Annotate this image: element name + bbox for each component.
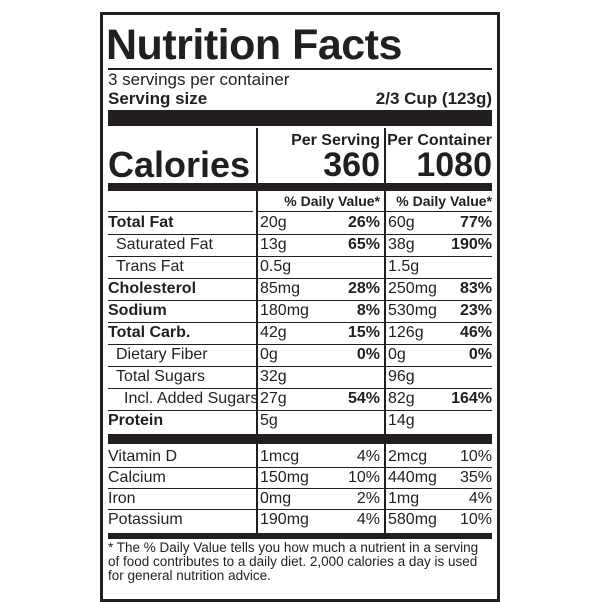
container-amount: 0g	[388, 346, 406, 363]
nutrition-label: Nutrition Facts 3 servings per container S…	[100, 12, 500, 602]
serving-size-value: 2/3 Cup (123g)	[375, 88, 492, 108]
container-dv: 4%	[468, 490, 492, 507]
nutrient-name: Total Carb.	[108, 324, 191, 341]
container-amount: 2mcg	[388, 448, 428, 465]
serving-size-label: Serving size	[108, 88, 208, 108]
rule	[108, 467, 492, 468]
container-dv: 164%	[451, 390, 492, 407]
nutrient-name: Iron	[108, 490, 136, 507]
container-dv: 77%	[459, 214, 492, 231]
serving-amount: 1mcg	[260, 448, 300, 465]
serving-dv: 10%	[347, 469, 380, 486]
serving-amount: 180mg	[260, 302, 309, 319]
nutrient-name: Protein	[108, 412, 164, 429]
column-divider	[256, 128, 258, 533]
container-amount: 1.5g	[388, 258, 420, 275]
serving-amount: 32g	[260, 368, 287, 385]
serving-amount: 27g	[260, 390, 287, 407]
container-amount: 1mg	[388, 490, 420, 507]
nutrient-name: Dietary Fiber	[116, 346, 208, 363]
container-dv: 0%	[468, 346, 492, 363]
rule	[108, 256, 492, 257]
serving-amount: 85mg	[260, 280, 301, 297]
rule	[108, 344, 492, 345]
nutrient-name: Vitamin D	[108, 448, 178, 465]
calories-serving: 360	[323, 146, 380, 184]
serving-dv: 2%	[356, 490, 380, 507]
serving-amount: 0.5g	[260, 258, 292, 275]
serving-dv: 8%	[356, 302, 380, 319]
container-amount: 60g	[388, 214, 415, 231]
serving-amount: 150mg	[260, 469, 309, 486]
nutrient-name: Total Fat	[108, 214, 174, 231]
nutrient-name: Sodium	[108, 302, 167, 319]
serving-dv: 15%	[347, 324, 380, 341]
container-amount: 96g	[388, 368, 415, 385]
column-divider	[384, 128, 386, 533]
serving-amount: 190mg	[260, 511, 309, 528]
serving-dv: 4%	[356, 511, 380, 528]
serving-amount: 0mg	[260, 490, 292, 507]
dv-header: % Daily Value*	[396, 193, 492, 209]
nutrient-name: Cholesterol	[108, 280, 197, 297]
container-dv: 35%	[459, 469, 492, 486]
container-dv: 83%	[459, 280, 492, 297]
serving-amount: 5g	[260, 412, 278, 429]
thick-rule	[108, 434, 492, 444]
nutrient-name: Incl. Added Sugars	[124, 390, 259, 407]
container-dv: 10%	[459, 511, 492, 528]
serving-dv: 0%	[356, 346, 380, 363]
rule	[108, 410, 492, 411]
serving-dv: 26%	[347, 214, 380, 231]
serving-dv: 65%	[347, 236, 380, 253]
serving-dv: 54%	[347, 390, 380, 407]
rule	[108, 211, 253, 212]
servings: 3 servings per container	[108, 69, 290, 89]
container-amount: 38g	[388, 236, 415, 253]
rule	[108, 68, 492, 70]
rule	[108, 322, 492, 323]
rule	[108, 278, 492, 279]
serving-amount: 42g	[260, 324, 287, 341]
nutrient-name: Trans Fat	[116, 258, 184, 275]
container-dv: 46%	[459, 324, 492, 341]
rule	[108, 509, 492, 510]
per-serving-header: Per Serving	[291, 132, 380, 149]
dv-header: % Daily Value*	[284, 193, 380, 209]
container-dv: 190%	[451, 236, 492, 253]
calories-container: 1080	[416, 146, 492, 184]
rule	[108, 300, 492, 301]
container-amount: 126g	[388, 324, 424, 341]
rule	[108, 366, 492, 367]
calories-label: Calories	[108, 144, 251, 185]
container-dv: 10%	[459, 448, 492, 465]
container-dv: 23%	[459, 302, 492, 319]
thick-rule	[108, 533, 492, 539]
nutrient-name: Total Sugars	[116, 368, 205, 385]
container-amount: 250mg	[388, 280, 437, 297]
rule	[108, 234, 492, 235]
container-amount: 580mg	[388, 511, 437, 528]
container-amount: 530mg	[388, 302, 437, 319]
rule	[108, 388, 492, 389]
rule	[108, 488, 492, 489]
nutrient-name: Calcium	[108, 469, 166, 486]
title: Nutrition Facts	[106, 20, 402, 69]
container-amount: 440mg	[388, 469, 437, 486]
serving-dv: 4%	[356, 448, 380, 465]
container-amount: 14g	[388, 412, 415, 429]
serving-amount: 0g	[260, 346, 278, 363]
footnote: * The % Daily Value tells you how much a…	[108, 540, 479, 584]
per-container-header: Per Container	[387, 132, 492, 149]
thick-rule	[108, 110, 492, 126]
container-amount: 82g	[388, 390, 415, 407]
serving-amount: 13g	[260, 236, 287, 253]
serving-dv: 28%	[347, 280, 380, 297]
thick-rule	[108, 183, 492, 191]
rule	[258, 211, 492, 212]
nutrient-name: Potassium	[108, 511, 183, 528]
serving-amount: 20g	[260, 214, 287, 231]
nutrient-name: Saturated Fat	[116, 236, 213, 253]
